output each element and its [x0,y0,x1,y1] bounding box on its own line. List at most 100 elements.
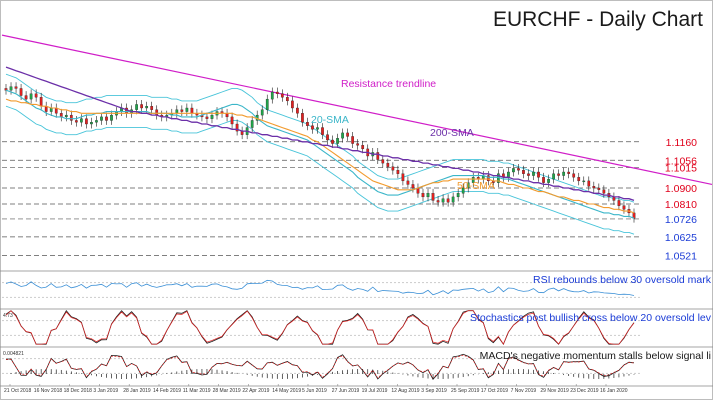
candle-body [401,173,405,182]
x-tick-label: 16 Jan 2020 [600,388,628,394]
candle-body [14,86,18,89]
candle-body [24,95,28,100]
candle-body [527,173,530,176]
candle-body [617,200,621,206]
series-line-50-sma [5,98,635,214]
panel-axis-label-stochastics: 4.73 [3,313,13,319]
candle-body [471,177,475,183]
candle-body [34,93,38,98]
candle-body [426,193,430,198]
x-tick-label: 3 Jan 2019 [93,388,118,394]
candle-body [622,205,626,210]
x-tick-label: 7 Nov 2019 [511,388,537,394]
candle-body [346,132,349,137]
candle-body [486,175,490,182]
candle-body [280,93,284,98]
panel-signal-stochastics [5,310,635,345]
candle-body [19,88,23,96]
candle-body [326,134,329,141]
candle-body [532,171,535,176]
candle-body [311,125,314,130]
candle-body [376,152,380,160]
panel-caption-stochastics: Stochastics post bullish cross below 20 … [470,312,712,324]
candle-body [265,98,269,110]
x-tick-label: 3 Sep 2019 [421,388,447,394]
level-label-5: 1.0726 [665,214,697,226]
x-tick-label: 17 Oct 2019 [481,388,508,394]
candle-body [411,184,415,189]
candle-body [9,86,13,91]
candle-body [582,180,586,183]
candle-body [572,173,576,178]
x-tick-label: 22 Apr 2019 [242,388,269,394]
level-label-2: 1.1015 [665,163,697,175]
panel-caption-macd: MACD's negative momentum stalls below si… [480,350,711,362]
candle-body [336,138,339,144]
candle-body [69,114,73,121]
candle-body [225,113,229,118]
x-tick-label: 14 Feb 2019 [153,388,181,394]
x-tick-label: 11 Mar 2019 [183,388,211,394]
x-tick-label: 25 Sep 2019 [451,388,480,394]
candle-body [552,173,555,180]
candle-body [296,107,299,114]
candle-body [446,198,450,203]
candle-body [597,187,601,190]
candle-body [341,132,344,139]
candle-body [451,196,455,203]
candle-body [406,180,410,185]
annotation-1: 20-SMA [311,114,349,126]
x-tick-label: 12 Aug 2019 [391,388,419,394]
x-tick-label: 5 Jun 2019 [302,388,327,394]
candle-body [361,145,365,150]
candle-body [386,162,390,167]
candle-body [180,109,184,112]
candle-body [441,198,445,203]
x-tick-label: 29 Nov 2019 [540,388,569,394]
candle-body [331,139,334,144]
x-tick-label: 16 Nov 2018 [34,388,63,394]
candle-body [396,170,400,174]
candle-body [522,170,525,174]
candle-body [74,120,78,123]
candle-body [150,106,154,110]
candle-body [557,173,560,176]
x-tick-label: 27 Jun 2019 [332,388,360,394]
panel-axis-label-macd: 0.004821 [3,351,24,357]
annotation-2: 50-SMA [457,180,495,192]
candle-body [145,106,149,109]
candle-body [542,177,545,183]
chart-title: EURCHF - Daily Chart [492,8,703,31]
candle-body [306,122,309,126]
candle-body [567,171,571,174]
candle-body [270,91,274,100]
candle-body [90,122,93,125]
upper-band [5,73,635,203]
candle-body [185,107,189,112]
candle-body [562,171,566,176]
level-label-4: 1.0810 [665,199,697,211]
candle-body [577,177,581,182]
candle-body [250,120,254,128]
candle-body [110,114,113,121]
level-label-7: 1.0521 [665,250,697,262]
candle-body [592,186,596,189]
candle-body [351,136,355,144]
series-line-200-sma [5,66,635,202]
candle-body [39,97,43,107]
level-label-3: 1.0900 [665,183,697,195]
annotation-0: Resistance trendline [341,78,436,90]
candle-body [466,182,470,189]
candle-body [95,120,98,123]
candle-body [64,114,68,118]
candle-body [512,168,515,173]
candle-body [356,143,360,146]
candle-body [100,116,103,121]
candle-body [456,193,460,198]
candle-body [29,93,33,100]
candle-body [321,127,324,135]
candle-body [421,193,425,198]
x-tick-label: 21 Oct 2018 [4,388,31,394]
candle-body [80,118,83,123]
